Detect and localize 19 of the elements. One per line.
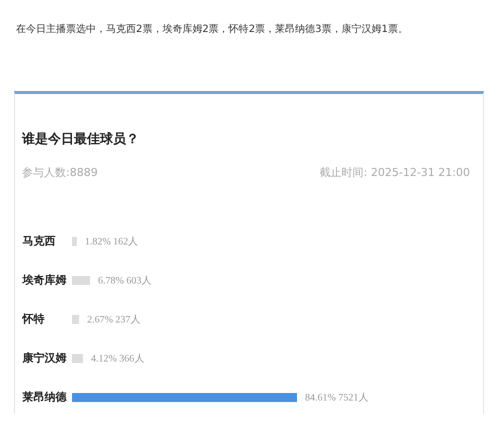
data-label: 1.82% 162人 [84,236,138,248]
bar [72,276,90,285]
bar [72,237,77,246]
y-tick-label: 埃奇库姆 [22,274,66,286]
chart-title: 谁是今日最佳球员？ [22,130,139,148]
data-label: 84.61% 7521人 [305,392,368,404]
text: 截止时间: 2025-12-31 21:00 [320,165,470,180]
y-tick-label: 莱昂纳德 [22,390,68,404]
y-tick-label: 马克西 [22,234,56,248]
data-label: 2.67% 237人 [87,314,140,326]
bar [72,393,297,402]
bar [72,354,83,363]
y-tick-label: 怀特 [22,312,44,326]
text: 在今日主播票选中，马克西2票，埃奇库姆2票，怀特2票，莱昂纳德3票，康宁汉姆1票。 [16,22,408,36]
y-tick-label: 康宁汉姆 [22,352,66,364]
bar [72,315,80,324]
chart-subtitle: 参与人数:8889 [22,165,98,180]
data-label: 6.78% 603人 [98,276,152,286]
data-label: 4.12% 366人 [90,354,144,364]
